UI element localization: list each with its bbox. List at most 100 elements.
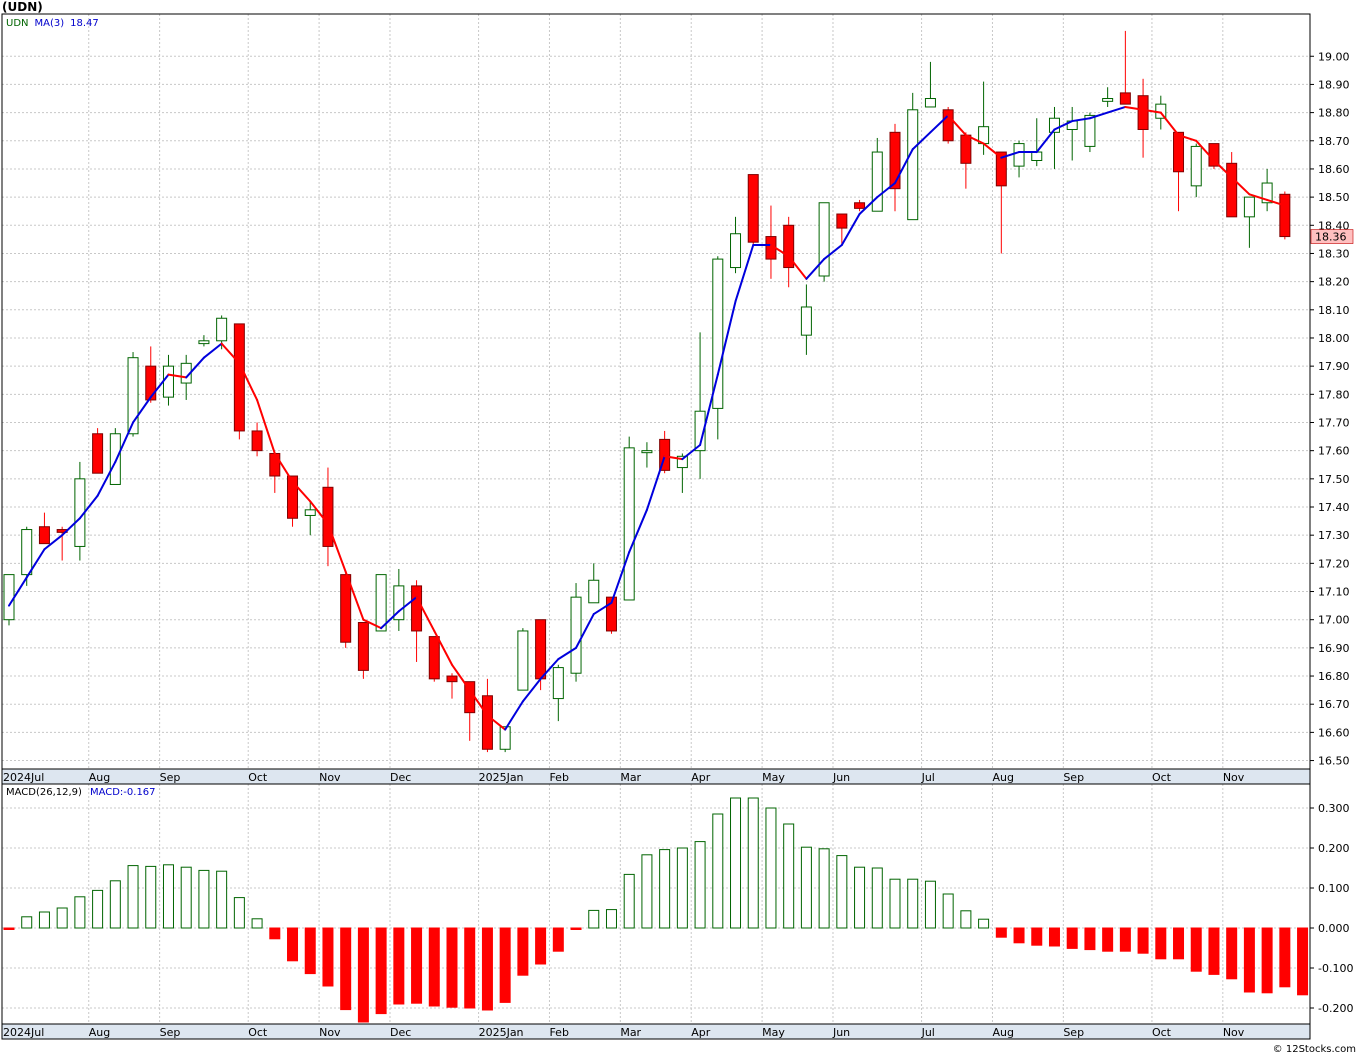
macd-bar-44 <box>783 823 795 929</box>
macd-month-label: 2025Jan <box>479 1026 524 1039</box>
legend-symbol: UDN <box>6 18 29 29</box>
macd-bar-17 <box>304 927 316 975</box>
macd-ytick-label: 0.300 <box>1318 802 1350 815</box>
candle-body-50 <box>889 131 901 190</box>
macd-bar-13 <box>233 897 245 929</box>
ma-segment-40 <box>699 373 719 447</box>
footer-credit: © 12Stocks.com <box>1273 1044 1356 1055</box>
price-ytick-label: 17.60 <box>1318 445 1350 458</box>
macd-bar-32 <box>570 927 582 930</box>
price-month-label: Jun <box>832 771 850 784</box>
ma-segment-41 <box>716 300 737 376</box>
candle-body-20 <box>357 622 369 671</box>
price-month-label: Nov <box>1223 771 1245 784</box>
ma-segment-46 <box>805 258 826 280</box>
price-ytick-label: 16.70 <box>1318 698 1350 711</box>
macd-bar-64 <box>1137 927 1149 954</box>
macd-bar-36 <box>641 854 653 929</box>
ma-segment-67 <box>1177 134 1198 142</box>
macd-bar-65 <box>1155 927 1167 960</box>
price-month-label: Oct <box>1152 771 1172 784</box>
price-ytick-label: 18.30 <box>1318 247 1350 260</box>
macd-month-label: May <box>762 1026 785 1039</box>
macd-legend-value: MACD:-0.167 <box>90 787 156 798</box>
macd-month-label: Feb <box>549 1026 568 1039</box>
macd-ytick-label: 0.200 <box>1318 842 1350 855</box>
ma-segment-9 <box>149 373 170 399</box>
macd-month-label: Oct <box>1152 1026 1172 1039</box>
price-month-label: Sep <box>1063 771 1084 784</box>
price-ytick-label: 17.30 <box>1318 529 1350 542</box>
ma-segment-17 <box>291 480 312 503</box>
ma-segment-3 <box>43 534 64 551</box>
chart-title: (UDN) <box>2 0 43 14</box>
macd-bar-53 <box>942 893 954 929</box>
ma-segment-31 <box>539 658 560 680</box>
macd-bar-5 <box>92 889 104 929</box>
ma-segment-1 <box>8 576 28 607</box>
macd-month-label: Sep <box>1063 1026 1084 1039</box>
macd-month-label: Apr <box>691 1026 711 1039</box>
candle-body-35 <box>623 447 635 601</box>
price-month-label: Aug <box>992 771 1013 784</box>
macd-date-axis <box>1 1023 1311 1040</box>
candle-body-25 <box>446 675 458 683</box>
candle-body-36 <box>641 450 653 454</box>
candle-body-15 <box>269 452 281 477</box>
macd-bar-46 <box>818 848 830 929</box>
candle-body-18 <box>322 486 334 547</box>
macd-bar-20 <box>357 927 369 1023</box>
ma-segment-5 <box>78 494 99 520</box>
price-ytick-label: 17.00 <box>1318 614 1350 627</box>
ma-segment-13 <box>220 342 241 365</box>
ma-segment-65 <box>1142 108 1162 114</box>
macd-bar-73 <box>1297 927 1309 996</box>
macd-month-label: Aug <box>992 1026 1013 1039</box>
macd-bar-31 <box>552 927 564 952</box>
candle-body-66 <box>1173 131 1185 173</box>
price-ytick-label: 17.10 <box>1318 586 1350 599</box>
macd-bar-39 <box>694 841 706 929</box>
price-month-label: Mar <box>620 771 641 784</box>
macd-bar-12 <box>216 870 228 929</box>
price-month-label: 2025Jan <box>479 771 524 784</box>
candle-body-37 <box>659 438 671 471</box>
price-month-label: Feb <box>549 771 568 784</box>
ma-segment-21 <box>362 618 383 630</box>
candle-body-41 <box>730 233 742 269</box>
price-month-label: Aug <box>89 771 110 784</box>
macd-bar-68 <box>1208 927 1220 975</box>
ma-segment-27 <box>468 689 489 717</box>
macd-bar-21 <box>375 927 387 1015</box>
ma-segment-49 <box>858 196 879 216</box>
price-ytick-label: 16.80 <box>1318 670 1350 683</box>
candle-body-67 <box>1190 145 1202 187</box>
candle-body-53 <box>942 109 954 142</box>
ma-segment-12 <box>202 342 223 359</box>
macd-bar-69 <box>1226 927 1238 980</box>
price-ytick-label: 18.60 <box>1318 163 1350 176</box>
ma-segment-28 <box>486 714 507 731</box>
last-price-tag <box>1310 229 1354 244</box>
candle-body-11 <box>198 340 210 345</box>
macd-bar-28 <box>499 927 511 1003</box>
macd-bar-29 <box>517 927 529 976</box>
candle-body-0 <box>3 574 15 621</box>
legend-ma-label: MA(3) <box>35 18 65 29</box>
candle-body-19 <box>340 574 352 643</box>
macd-bar-8 <box>145 865 157 929</box>
price-panel: 16.50 16.60 16.70 16.80 16.90 17.00 17.10 17.20… <box>1 13 1354 785</box>
ma-segment-2 <box>25 548 46 579</box>
price-ytick-label: 17.90 <box>1318 360 1350 373</box>
macd-bar-3 <box>56 907 68 929</box>
ma-segment-68 <box>1195 139 1215 162</box>
ma-segment-33 <box>575 613 595 649</box>
macd-month-label: Mar <box>620 1026 641 1039</box>
price-month-label: Sep <box>160 771 181 784</box>
macd-bar-61 <box>1084 927 1096 951</box>
price-ytick-label: 16.60 <box>1318 726 1350 739</box>
price-ytick-label: 18.40 <box>1318 219 1350 232</box>
macd-ytick-label: 0.100 <box>1318 882 1350 895</box>
price-panel-frame <box>1 13 1311 770</box>
price-ytick-label: 17.80 <box>1318 388 1350 401</box>
